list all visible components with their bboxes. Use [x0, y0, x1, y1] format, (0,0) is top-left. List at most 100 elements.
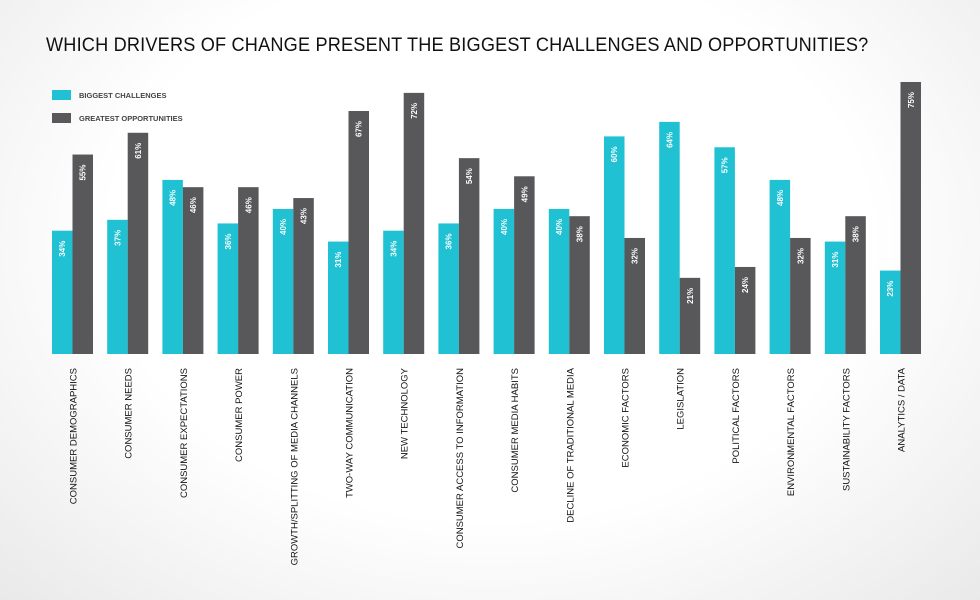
- bar-group: 48% 32% ENVIRONMENTAL FACTORS: [769, 179, 811, 496]
- category-label: SUSTAINABILITY FACTORS: [841, 368, 852, 491]
- bar-value-label: 36%: [445, 233, 454, 249]
- bar-value-label: 24%: [741, 277, 750, 293]
- bar-value-label: 75%: [907, 92, 916, 108]
- bar-group: 40% 38% DECLINE OF TRADITIONAL MEDIA: [548, 208, 590, 523]
- bar-group: 40% 43% GROWTH/SPLITTING OF MEDIA CHANNELS: [272, 198, 314, 565]
- bar-group: 36% 46% CONSUMER POWER: [217, 187, 259, 462]
- bar-value-label: 64%: [665, 132, 674, 148]
- bar-challenge: [328, 241, 349, 354]
- bar-value-label: 31%: [831, 252, 840, 268]
- category-label: CONSUMER ACCESS TO INFORMATION: [455, 368, 466, 549]
- bar-value-label: 34%: [58, 241, 67, 257]
- bar-value-label: 43%: [300, 208, 309, 224]
- legend: BIGGEST CHALLENGES GREATEST OPPORTUNITIES: [52, 90, 183, 123]
- bar-value-label: 21%: [686, 288, 695, 304]
- bar-opportunity: [293, 198, 314, 354]
- category-label: CONSUMER EXPECTATIONS: [179, 368, 190, 498]
- bar-group: 31% 67% TWO-WAY COMMUNICATION: [328, 111, 369, 498]
- bar-value-label: 40%: [279, 219, 288, 235]
- bar-value-label: 72%: [410, 103, 419, 119]
- bar-challenge: [438, 223, 459, 354]
- bar-group: 57% 24% POLITICAL FACTORS: [714, 147, 756, 464]
- bar-opportunity: [72, 154, 93, 354]
- bar-value-label: 40%: [555, 219, 564, 235]
- category-label: CONSUMER MEDIA HABITS: [510, 368, 521, 493]
- bar-challenge: [493, 208, 515, 354]
- category-label: TWO-WAY COMMUNICATION: [345, 368, 356, 498]
- bar-challenge: [272, 208, 294, 354]
- bar-challenge: [880, 270, 901, 354]
- bar-challenge: [52, 230, 73, 354]
- bar-value-label: 34%: [389, 241, 398, 257]
- bar-challenge: [217, 223, 239, 354]
- category-label: ECONOMIC FACTORS: [621, 368, 632, 468]
- bar-value-label: 48%: [776, 190, 785, 206]
- bar-value-label: 40%: [500, 219, 509, 235]
- bar-opportunity: [514, 176, 535, 354]
- legend-label-0: BIGGEST CHALLENGES: [79, 91, 167, 100]
- bar-opportunity: [790, 237, 811, 354]
- bar-opportunity: [569, 216, 590, 354]
- bar-opportunity: [845, 216, 866, 354]
- bar-value-label: 36%: [224, 233, 233, 249]
- bar-value-label: 60%: [610, 146, 619, 162]
- bar-value-label: 55%: [79, 165, 88, 181]
- legend-swatch-0: [52, 90, 71, 100]
- bar-value-label: 54%: [465, 168, 474, 184]
- bar-value-label: 48%: [169, 190, 178, 206]
- category-label: CONSUMER DEMOGRAPHICS: [69, 368, 80, 504]
- bar-value-label: 61%: [134, 143, 143, 159]
- category-label: CONSUMER NEEDS: [124, 368, 135, 459]
- bar-challenge: [714, 147, 735, 354]
- bar-group: 37% 61% CONSUMER NEEDS: [107, 132, 149, 459]
- category-label: NEW TECHNOLOGY: [400, 367, 411, 459]
- bar-value-label: 38%: [852, 226, 861, 242]
- bar-group: 64% 21% LEGISLATION: [659, 121, 701, 430]
- bar-value-label: 23%: [886, 281, 895, 297]
- bar-value-label: 57%: [721, 157, 730, 173]
- bar-challenge: [107, 219, 128, 354]
- bar-group: 31% 38% SUSTAINABILITY FACTORS: [824, 216, 866, 491]
- bar-opportunity: [734, 266, 756, 354]
- bar-value-label: 32%: [631, 248, 640, 264]
- bar-challenge: [769, 179, 791, 354]
- bar-group: 34% 55% CONSUMER DEMOGRAPHICS: [52, 154, 93, 504]
- bar-opportunity: [458, 158, 480, 354]
- bar-opportunity: [624, 237, 645, 354]
- bar-group: 40% 49% CONSUMER MEDIA HABITS: [493, 176, 535, 493]
- chart-title: WHICH DRIVERS OF CHANGE PRESENT THE BIGG…: [46, 34, 869, 56]
- bar-challenge: [383, 230, 404, 354]
- category-label: POLITICAL FACTORS: [731, 368, 742, 464]
- bar-opportunity: [679, 277, 701, 354]
- category-label: DECLINE OF TRADITIONAL MEDIA: [565, 367, 576, 522]
- bar-challenge: [659, 121, 680, 354]
- legend-label-1: GREATEST OPPORTUNITIES: [79, 114, 183, 123]
- legend-swatch-1: [52, 113, 71, 123]
- bar-value-label: 46%: [189, 197, 198, 213]
- bar-challenge: [162, 179, 183, 354]
- bar-opportunity: [348, 111, 369, 354]
- bar-challenge: [548, 208, 570, 354]
- bar-opportunity: [238, 187, 259, 354]
- category-label: CONSUMER POWER: [234, 368, 245, 462]
- bar-opportunity: [182, 187, 204, 354]
- category-label: LEGISLATION: [676, 368, 687, 430]
- bar-value-label: 32%: [796, 248, 805, 264]
- bar-group: 48% 46% CONSUMER EXPECTATIONS: [162, 179, 204, 498]
- bar-group: 23% 75% ANALYTICS / DATA: [880, 82, 921, 452]
- bar-opportunity: [127, 132, 149, 354]
- bar-value-label: 37%: [113, 230, 122, 246]
- bar-value-label: 38%: [576, 226, 585, 242]
- bar-group: 34% 72% NEW TECHNOLOGY: [383, 92, 425, 459]
- bar-opportunity: [900, 82, 921, 354]
- bar-group: 36% 54% CONSUMER ACCESS TO INFORMATION: [438, 158, 480, 549]
- bar-challenge: [824, 241, 846, 354]
- bar-value-label: 49%: [520, 186, 529, 202]
- bar-group: 60% 32% ECONOMIC FACTORS: [604, 136, 645, 468]
- category-label: ANALYTICS / DATA: [897, 367, 908, 452]
- bar-value-label: 31%: [334, 252, 343, 268]
- bar-value-label: 67%: [355, 121, 364, 137]
- category-label: ENVIRONMENTAL FACTORS: [786, 368, 797, 496]
